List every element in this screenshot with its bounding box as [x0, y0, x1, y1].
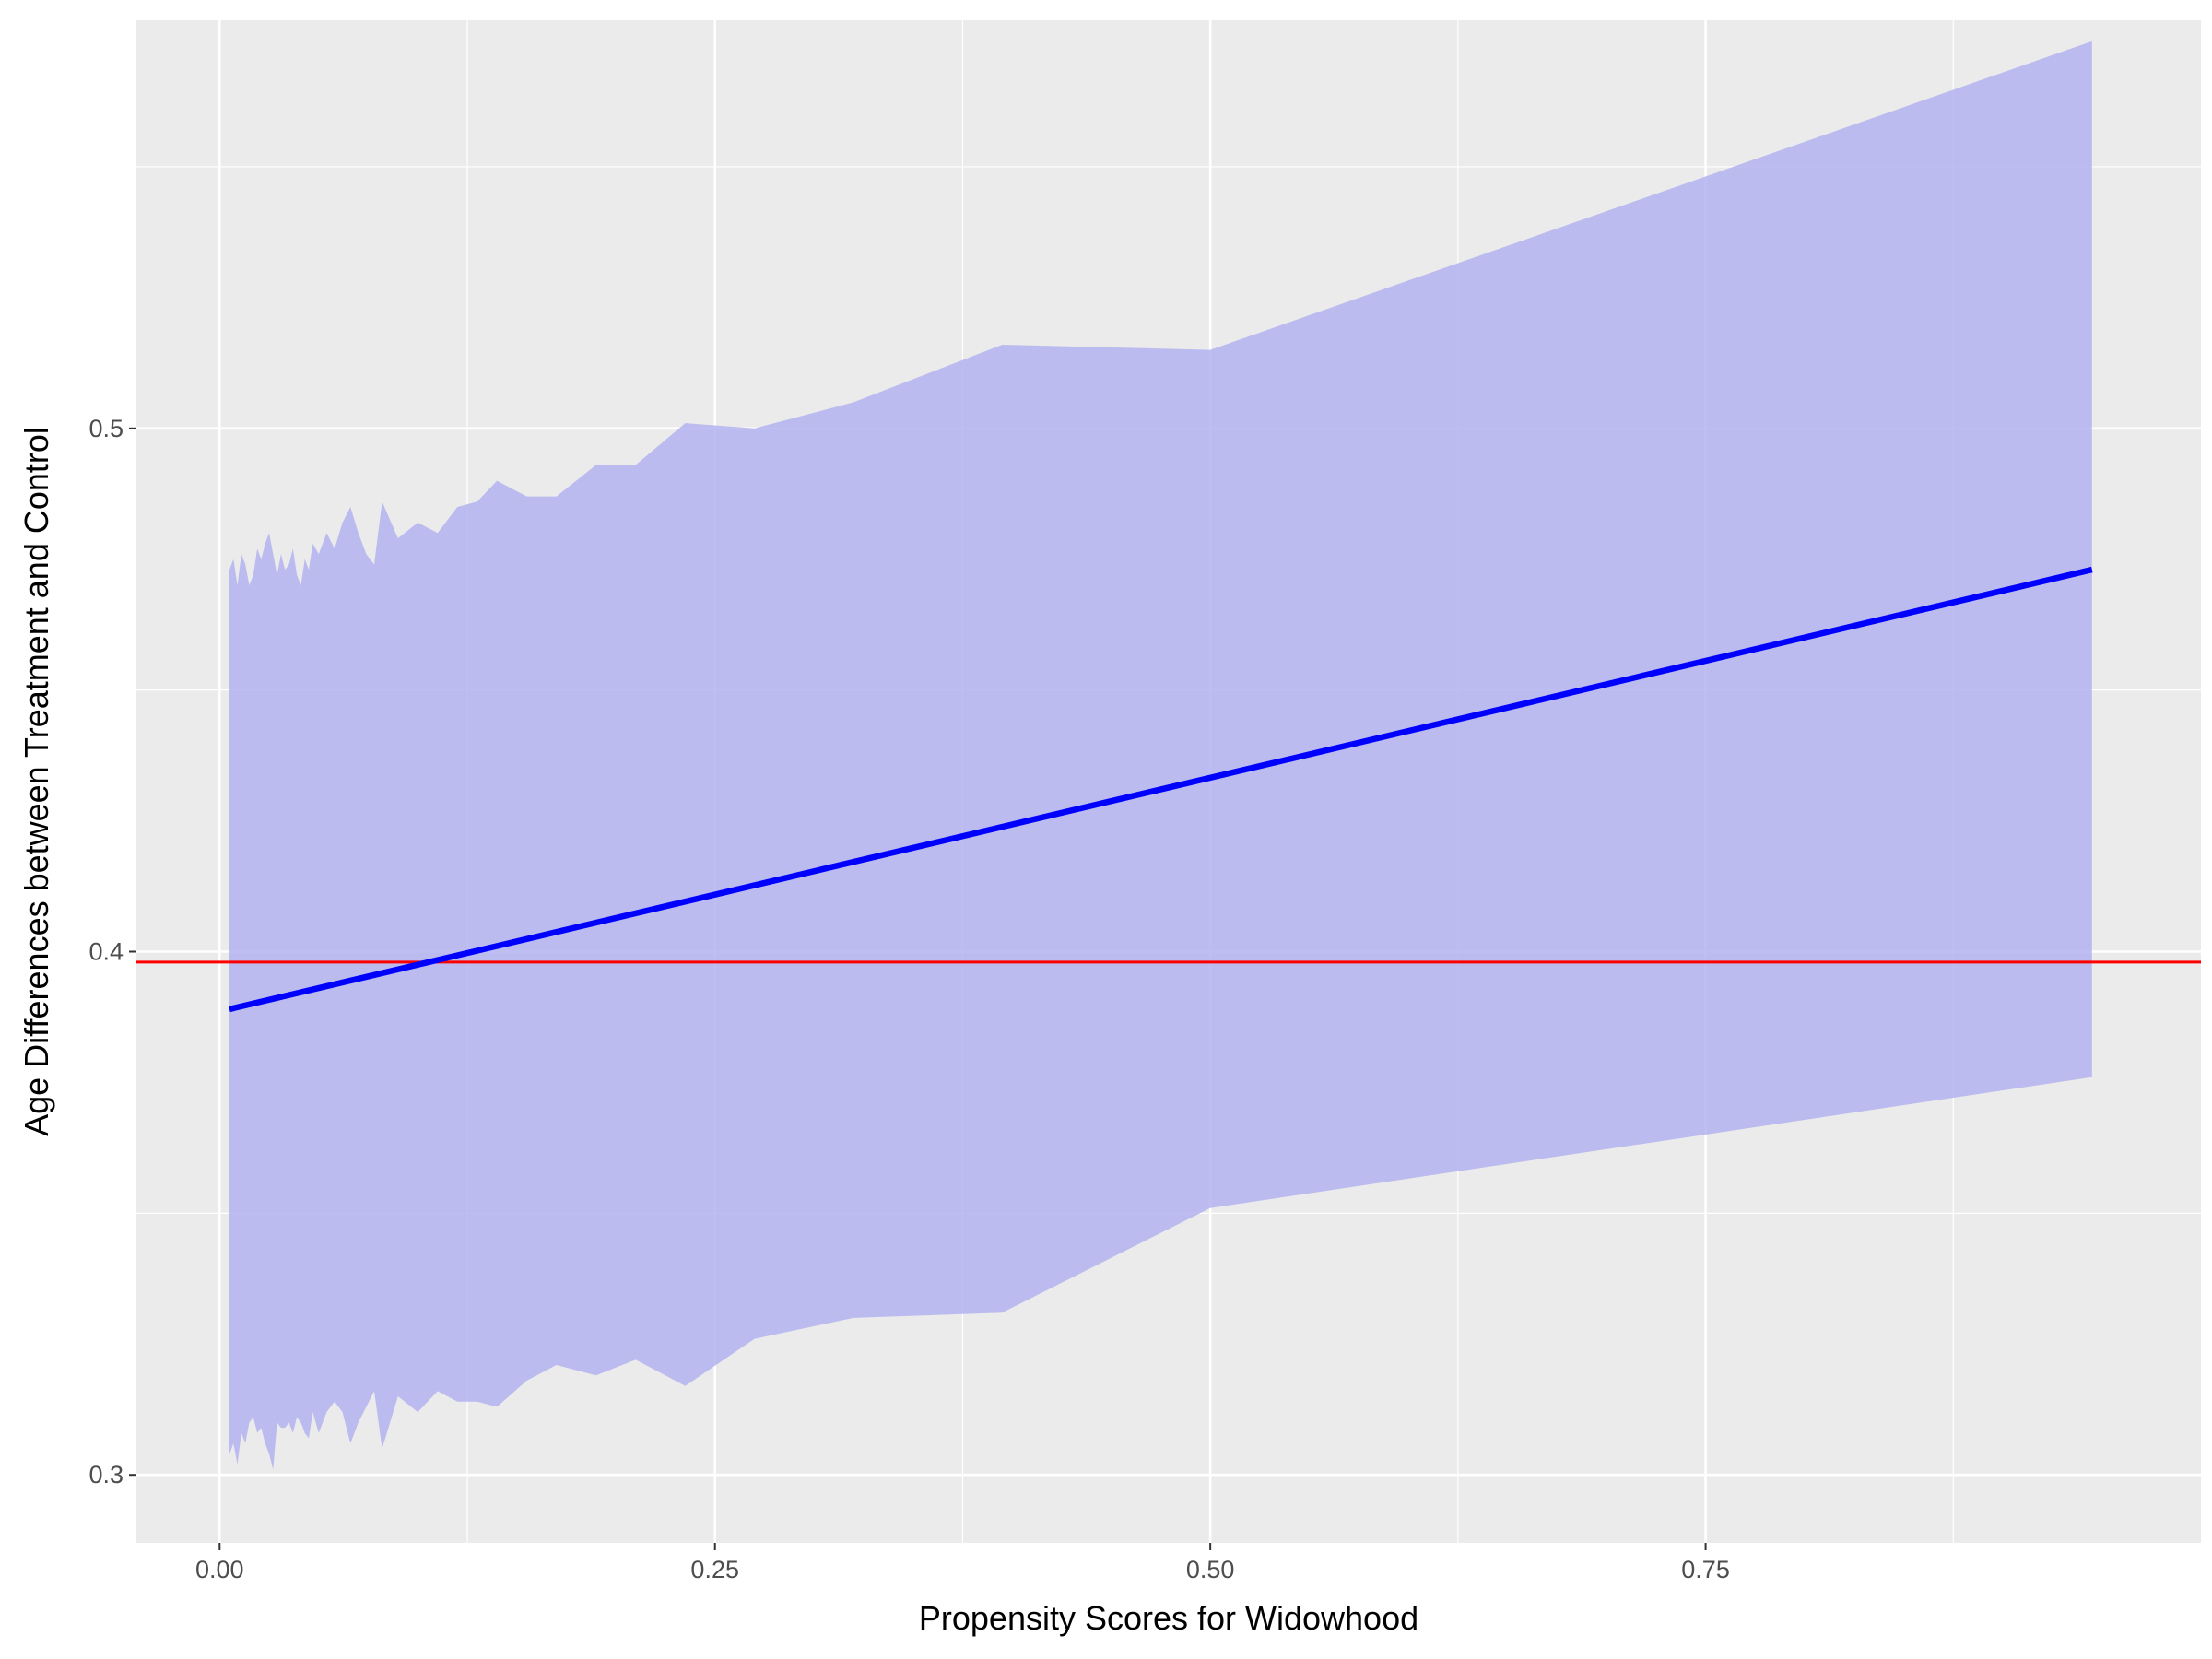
fit-line: [229, 566, 2093, 1013]
confidence-band-layer: [229, 41, 2092, 1470]
y-tick-label: 0.3: [88, 1461, 124, 1488]
fit-line-layer: [229, 566, 2093, 1013]
y-tick-label: 0.4: [88, 938, 124, 966]
x-tick-label: 0.00: [195, 1556, 244, 1583]
y-axis-title: Age Differences between Treatment and Co…: [18, 427, 55, 1136]
y-tick-label: 0.5: [88, 415, 124, 442]
x-axis-title: Propensity Scores for Widowhood: [919, 1599, 1418, 1637]
x-tick-label: 0.50: [1186, 1556, 1235, 1583]
x-tick-label: 0.25: [690, 1556, 739, 1583]
x-axis: 0.00 0.25 0.50 0.75: [195, 1543, 1730, 1583]
y-axis: 0.3 0.4 0.5: [88, 415, 136, 1488]
confidence-band: [229, 41, 2092, 1470]
x-tick-label: 0.75: [1681, 1556, 1730, 1583]
